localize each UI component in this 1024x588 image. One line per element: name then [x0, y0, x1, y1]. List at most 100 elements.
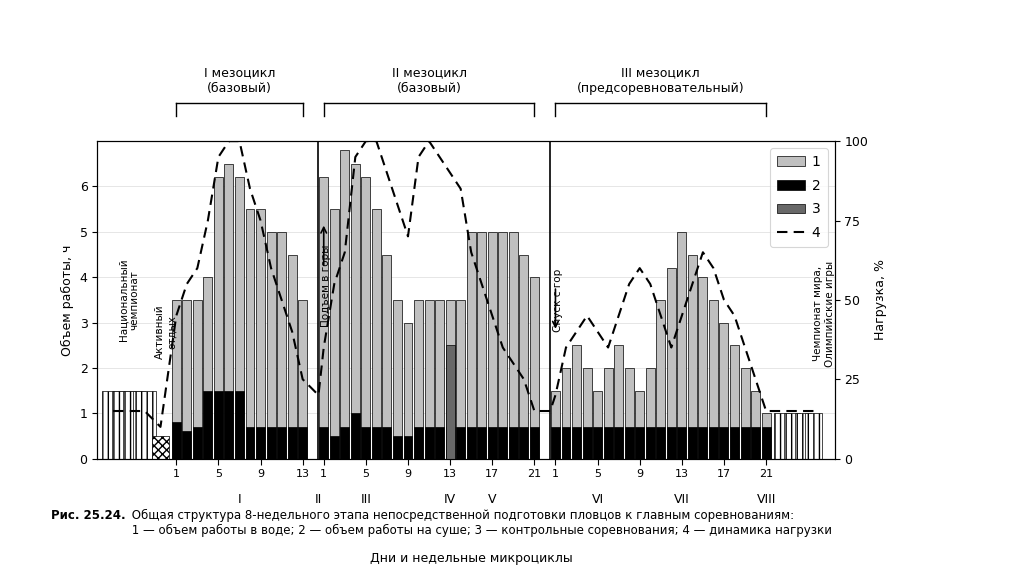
Bar — [113, 390, 135, 459]
Bar — [204, 390, 212, 459]
Bar — [445, 427, 455, 459]
Bar — [224, 164, 233, 459]
Bar — [625, 368, 634, 459]
Text: IV: IV — [444, 493, 456, 506]
Bar — [635, 390, 644, 459]
Bar — [529, 277, 539, 459]
Bar — [340, 150, 349, 459]
Bar — [487, 427, 497, 459]
Bar — [467, 232, 476, 459]
Bar — [561, 368, 570, 459]
Text: VII: VII — [674, 493, 690, 506]
Bar — [393, 436, 402, 459]
Text: V: V — [488, 493, 497, 506]
Bar — [351, 164, 359, 459]
Text: Рис. 25.24.: Рис. 25.24. — [51, 509, 126, 522]
Bar — [340, 427, 349, 459]
Bar — [172, 300, 181, 459]
Bar — [698, 277, 708, 459]
Bar — [477, 427, 486, 459]
Bar — [361, 427, 371, 459]
Bar — [372, 427, 381, 459]
Bar — [603, 427, 612, 459]
Bar — [561, 427, 570, 459]
Bar — [266, 427, 275, 459]
Bar — [182, 432, 191, 459]
Bar — [688, 255, 697, 459]
Bar — [224, 390, 233, 459]
Bar — [730, 427, 739, 459]
Bar — [551, 390, 560, 459]
Bar — [603, 368, 612, 459]
Bar — [246, 209, 255, 459]
Bar — [425, 427, 433, 459]
Bar — [698, 427, 708, 459]
Bar — [382, 255, 391, 459]
Bar — [677, 427, 686, 459]
Bar — [499, 427, 507, 459]
Bar — [214, 178, 223, 459]
Bar — [330, 436, 339, 459]
Bar — [256, 427, 265, 459]
Bar — [519, 255, 528, 459]
Bar — [414, 300, 423, 459]
Bar — [509, 427, 518, 459]
Y-axis label: Нагрузка, %: Нагрузка, % — [873, 259, 887, 340]
Bar — [499, 232, 507, 459]
Bar — [246, 427, 255, 459]
Bar — [730, 345, 739, 459]
Bar — [319, 427, 329, 459]
Bar — [445, 300, 455, 459]
Text: III: III — [360, 493, 372, 506]
Bar — [256, 209, 265, 459]
Bar — [784, 413, 801, 459]
Bar — [266, 232, 275, 459]
Bar — [740, 427, 750, 459]
Legend: 1, 2, 3, 4: 1, 2, 3, 4 — [770, 148, 827, 247]
Bar — [646, 368, 654, 459]
Bar — [435, 300, 444, 459]
Bar — [572, 345, 581, 459]
Bar — [214, 390, 223, 459]
Bar — [298, 300, 307, 459]
Bar — [593, 427, 602, 459]
Bar — [762, 413, 771, 459]
Bar — [806, 413, 821, 459]
Text: I мезоцикл
(базовый): I мезоцикл (базовый) — [204, 66, 275, 95]
Bar — [403, 436, 413, 459]
Bar — [102, 390, 124, 459]
Bar — [351, 413, 359, 459]
Bar — [614, 345, 624, 459]
Bar — [720, 323, 728, 459]
Bar — [133, 390, 156, 459]
Bar — [193, 427, 202, 459]
Bar — [204, 277, 212, 459]
Bar — [361, 178, 371, 459]
Text: Подъем в горы: Подъем в горы — [321, 245, 331, 328]
Bar — [551, 427, 560, 459]
Bar — [435, 427, 444, 459]
Bar — [288, 427, 297, 459]
Bar — [234, 390, 244, 459]
Bar — [740, 368, 750, 459]
Bar — [467, 427, 476, 459]
Text: Национальный
чемпионат: Национальный чемпионат — [118, 259, 139, 341]
Bar — [278, 232, 286, 459]
Bar — [720, 427, 728, 459]
Bar — [477, 232, 486, 459]
Text: Активный
отдых: Активный отдых — [155, 305, 176, 359]
Bar — [403, 323, 413, 459]
Bar — [123, 390, 145, 459]
Bar — [751, 427, 760, 459]
Bar — [709, 300, 718, 459]
Text: Чемпионат мира,
Олимпийские игры: Чемпионат мира, Олимпийские игры — [813, 260, 835, 366]
Bar — [172, 422, 181, 459]
Bar — [688, 427, 697, 459]
Bar — [509, 232, 518, 459]
Bar — [614, 427, 624, 459]
Bar — [193, 300, 202, 459]
Bar — [677, 232, 686, 459]
Bar — [487, 232, 497, 459]
Text: II: II — [314, 493, 323, 506]
Bar — [519, 427, 528, 459]
